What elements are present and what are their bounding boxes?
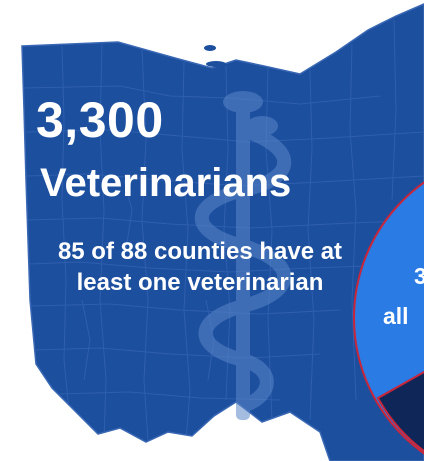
pie-label-line-1: 3 (414, 263, 424, 289)
pie-chart-partial (353, 181, 424, 455)
pie-label-line-2: all (383, 303, 409, 329)
veterinarian-label: Veterinarians (40, 161, 292, 205)
lake-islands (200, 45, 226, 74)
veterinarian-count: 3,300 (36, 92, 164, 148)
county-coverage-text: 85 of 88 counties have at least one vete… (57, 238, 343, 296)
county-lines (23, 19, 424, 441)
rod-of-asclepius-icon (194, 91, 292, 420)
